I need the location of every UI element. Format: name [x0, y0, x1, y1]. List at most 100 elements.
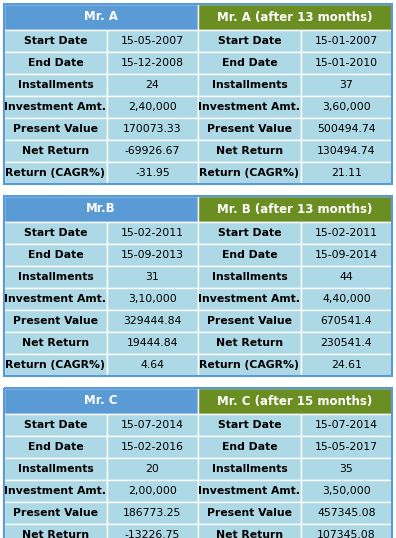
Text: 15-01-2007: 15-01-2007	[315, 36, 378, 46]
Text: -69926.67: -69926.67	[125, 146, 180, 156]
Text: 15-02-2011: 15-02-2011	[121, 228, 184, 238]
Text: Mr. C: Mr. C	[84, 394, 118, 407]
Bar	[198, 388, 392, 414]
Bar	[107, 414, 198, 436]
Bar	[107, 266, 198, 288]
Text: 15-07-2014: 15-07-2014	[315, 420, 378, 430]
Bar	[107, 436, 198, 458]
Bar	[301, 30, 392, 52]
Text: -31.95: -31.95	[135, 168, 170, 178]
Bar	[4, 4, 198, 30]
Bar	[198, 96, 301, 118]
Text: 15-02-2016: 15-02-2016	[121, 442, 184, 452]
Text: 457345.08: 457345.08	[317, 508, 376, 518]
Text: Investment Amt.: Investment Amt.	[4, 102, 107, 112]
Bar	[198, 524, 301, 538]
Text: Return (CAGR%): Return (CAGR%)	[6, 168, 105, 178]
Text: End Date: End Date	[28, 58, 83, 68]
Bar	[4, 458, 107, 480]
Bar	[4, 244, 107, 266]
Bar	[4, 266, 107, 288]
Text: Present Value: Present Value	[207, 124, 292, 134]
Text: 15-05-2007: 15-05-2007	[121, 36, 184, 46]
Text: 24: 24	[146, 80, 159, 90]
Bar	[4, 140, 107, 162]
Text: 19444.84: 19444.84	[127, 338, 178, 348]
Text: 15-09-2013: 15-09-2013	[121, 250, 184, 260]
Text: Return (CAGR%): Return (CAGR%)	[6, 360, 105, 370]
Bar	[107, 354, 198, 376]
Bar	[4, 436, 107, 458]
Text: Net Return: Net Return	[216, 338, 283, 348]
Text: 15-07-2014: 15-07-2014	[121, 420, 184, 430]
Text: 4,40,000: 4,40,000	[322, 294, 371, 304]
Text: Investment Amt.: Investment Amt.	[4, 294, 107, 304]
Text: Start Date: Start Date	[24, 228, 87, 238]
Bar	[301, 118, 392, 140]
Bar	[301, 480, 392, 502]
Text: Installments: Installments	[17, 464, 93, 474]
Text: End Date: End Date	[28, 250, 83, 260]
Bar	[301, 288, 392, 310]
Bar	[107, 118, 198, 140]
Text: Mr. A (after 13 months): Mr. A (after 13 months)	[217, 11, 373, 24]
Bar	[301, 414, 392, 436]
Bar	[4, 480, 107, 502]
Bar	[107, 288, 198, 310]
Bar	[107, 332, 198, 354]
Text: Start Date: Start Date	[24, 420, 87, 430]
Text: Installments: Installments	[211, 464, 287, 474]
Text: End Date: End Date	[222, 250, 277, 260]
Text: 31: 31	[146, 272, 159, 282]
Text: 4.64: 4.64	[141, 360, 164, 370]
Bar	[4, 30, 107, 52]
Bar	[107, 244, 198, 266]
Bar	[198, 310, 301, 332]
Bar	[301, 140, 392, 162]
Text: 20: 20	[145, 464, 159, 474]
Bar	[4, 388, 198, 414]
Text: 170073.33: 170073.33	[123, 124, 182, 134]
Bar	[198, 118, 301, 140]
Text: Installments: Installments	[211, 80, 287, 90]
Text: Start Date: Start Date	[218, 36, 281, 46]
Text: 107345.08: 107345.08	[317, 530, 376, 538]
Bar	[4, 196, 392, 376]
Text: 21.11: 21.11	[331, 168, 362, 178]
Text: 44: 44	[339, 272, 353, 282]
Bar	[198, 196, 392, 222]
Text: End Date: End Date	[222, 58, 277, 68]
Bar	[107, 30, 198, 52]
Bar	[198, 30, 301, 52]
Bar	[4, 4, 392, 184]
Bar	[198, 244, 301, 266]
Bar	[301, 222, 392, 244]
Bar	[301, 96, 392, 118]
Bar	[198, 140, 301, 162]
Text: 500494.74: 500494.74	[317, 124, 376, 134]
Bar	[301, 266, 392, 288]
Bar	[107, 480, 198, 502]
Text: Installments: Installments	[211, 272, 287, 282]
Text: Present Value: Present Value	[13, 316, 98, 326]
Bar	[4, 196, 198, 222]
Bar	[107, 458, 198, 480]
Bar	[301, 524, 392, 538]
Bar	[107, 524, 198, 538]
Text: 3,10,000: 3,10,000	[128, 294, 177, 304]
Bar	[198, 52, 301, 74]
Text: Return (CAGR%): Return (CAGR%)	[200, 168, 299, 178]
Bar	[107, 310, 198, 332]
Text: 329444.84: 329444.84	[123, 316, 182, 326]
Text: Net Return: Net Return	[216, 146, 283, 156]
Bar	[107, 162, 198, 184]
Text: 2,00,000: 2,00,000	[128, 486, 177, 496]
Text: 37: 37	[339, 80, 353, 90]
Bar	[4, 332, 107, 354]
Text: Mr.B: Mr.B	[86, 202, 116, 216]
Text: Present Value: Present Value	[207, 316, 292, 326]
Text: 15-12-2008: 15-12-2008	[121, 58, 184, 68]
Text: Present Value: Present Value	[13, 124, 98, 134]
Bar	[4, 118, 107, 140]
Bar	[4, 502, 107, 524]
